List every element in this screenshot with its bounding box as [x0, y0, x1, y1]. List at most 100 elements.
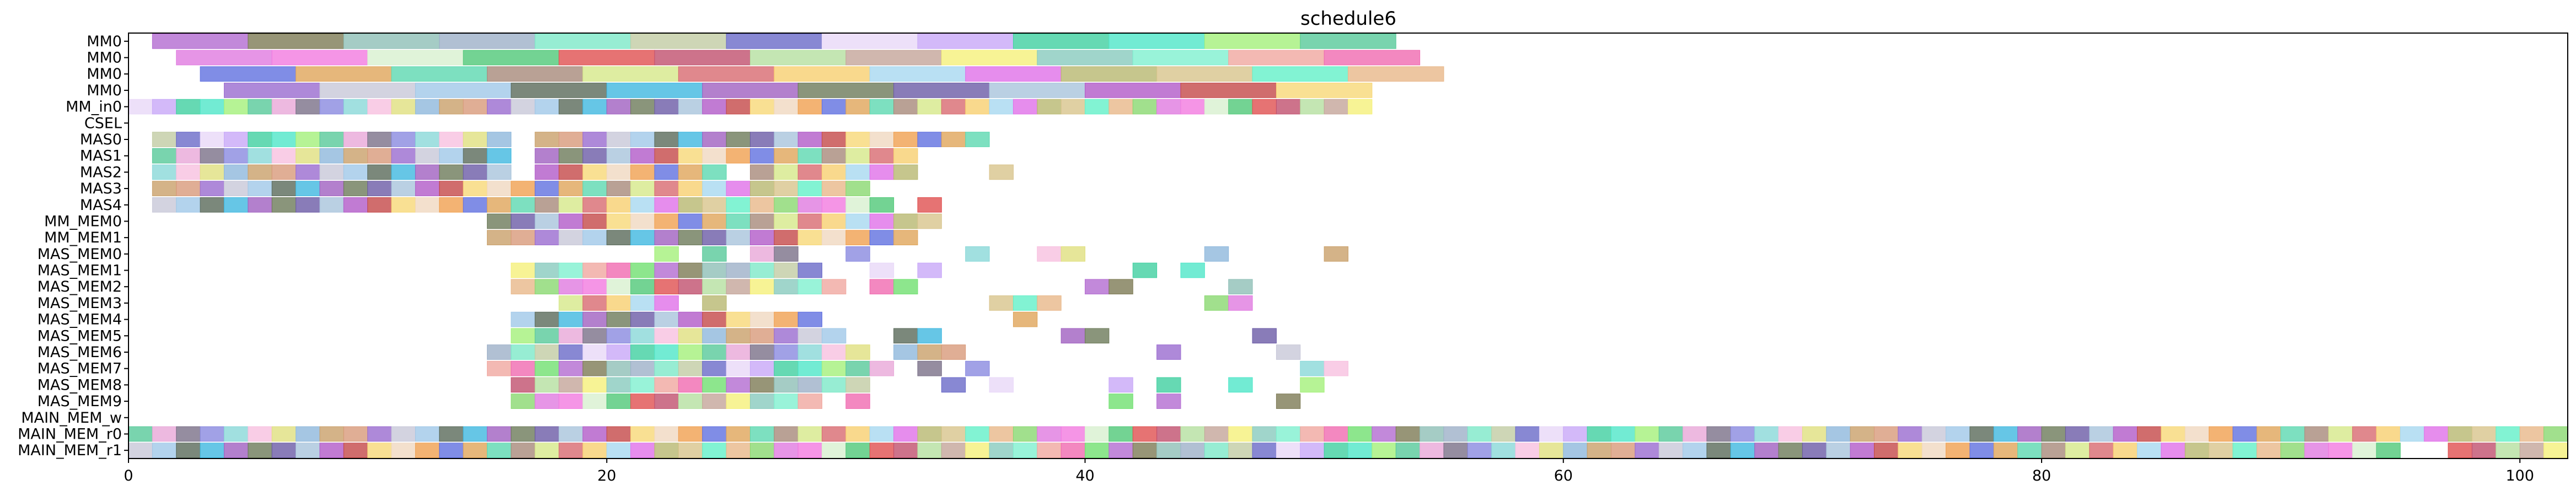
gantt-bar: [463, 50, 560, 66]
gantt-bar: [1563, 443, 1588, 458]
gantt-bar: [1898, 443, 1922, 458]
gantt-bar: [415, 132, 440, 147]
gantt-bar: [176, 148, 201, 164]
y-tick-label: MAS1: [80, 148, 122, 165]
gantt-bar: [726, 99, 751, 115]
gantt-bar: [606, 230, 631, 245]
gantt-bar: [654, 295, 679, 311]
gantt-bar: [559, 181, 583, 196]
gantt-bar: [1300, 360, 1325, 376]
gantt-bar: [1348, 99, 1373, 115]
gantt-bar: [2304, 443, 2329, 458]
gantt-bar: [391, 197, 416, 213]
y-tick-label: MAS2: [80, 164, 122, 181]
gantt-bar: [726, 311, 751, 327]
gantt-bar: [1324, 246, 1348, 262]
gantt-bar: [343, 443, 368, 458]
gantt-bar: [2448, 426, 2473, 442]
gantt-bar: [367, 99, 392, 115]
gantt-bar: [1946, 426, 1970, 442]
x-axis-ticks: 0 20 40 60 80 100: [124, 459, 2534, 484]
gantt-bar: [223, 443, 249, 458]
gantt-bar: [200, 197, 224, 213]
gantt-bar: [319, 426, 344, 442]
gantt-bar: [1395, 426, 1421, 442]
gantt-bar: [391, 181, 416, 196]
gantt-bar: [774, 328, 799, 344]
gantt-bar: [271, 426, 297, 442]
gantt-bar: [1443, 443, 1468, 458]
gantt-bar: [2065, 443, 2090, 458]
gantt-bar: [439, 164, 464, 180]
gantt-bar: [1156, 377, 1181, 393]
gantt-bar: [822, 279, 847, 295]
gantt-bar: [534, 377, 560, 393]
gantt-bar: [630, 311, 655, 327]
gantt-bar: [1706, 426, 1731, 442]
gantt-bar: [749, 443, 775, 458]
gantt-bar: [797, 99, 823, 115]
gantt-bar: [822, 181, 847, 196]
gantt-bar: [559, 262, 583, 278]
gantt-bar: [439, 132, 464, 147]
gantt-bar: [654, 311, 679, 327]
gantt-bar: [606, 328, 631, 344]
y-tick-label: MAS_MEM0: [38, 246, 122, 263]
gantt-bar: [749, 311, 775, 327]
gantt-bar: [726, 197, 751, 213]
gantt-bar: [1778, 426, 1803, 442]
gantt-bar: [1108, 426, 1133, 442]
gantt-bar: [2400, 426, 2425, 442]
gantt-bar: [630, 99, 655, 115]
gantt-bar: [534, 181, 560, 196]
gantt-bar: [702, 426, 727, 442]
gantt-bar: [248, 132, 272, 147]
gantt-bar: [582, 197, 607, 213]
gantt-bar: [702, 377, 727, 393]
gantt-bar: [415, 426, 440, 442]
gantt-bar: [1515, 426, 1540, 442]
gantt-bar: [1108, 99, 1133, 115]
gantt-bar: [678, 443, 703, 458]
gantt-bar: [606, 426, 631, 442]
gantt-bar: [1228, 443, 1253, 458]
gantt-bar: [749, 164, 775, 180]
gantt-bar: [2328, 426, 2353, 442]
gantt-bar: [1420, 426, 1444, 442]
gantt-bar: [678, 99, 703, 115]
gantt-bar: [749, 360, 775, 376]
gantt-bar: [2136, 443, 2162, 458]
gantt-bar: [797, 279, 823, 295]
gantt-bar: [869, 279, 895, 295]
gantt-bar: [559, 132, 583, 147]
gantt-bar: [152, 164, 177, 180]
gantt-bar: [1372, 426, 1396, 442]
gantt-bar: [582, 99, 607, 115]
gantt-bar: [941, 50, 1038, 66]
gantt-bar: [486, 132, 512, 147]
gantt-bar: [797, 148, 823, 164]
gantt-bar: [726, 443, 751, 458]
gantt-bar: [726, 328, 751, 344]
gantt-bar: [534, 99, 560, 115]
gantt-bar: [606, 132, 631, 147]
x-tick-label: 60: [1554, 467, 1573, 484]
gantt-bar: [1228, 279, 1253, 295]
plot-frame: [128, 33, 2568, 459]
gantt-bar: [941, 377, 966, 393]
gantt-bar: [678, 311, 703, 327]
gantt-bar: [1013, 34, 1110, 49]
gantt-bar: [367, 426, 392, 442]
gantt-bar: [511, 360, 535, 376]
gantt-bar: [534, 148, 560, 164]
gantt-bar: [606, 360, 631, 376]
gantt-bar: [486, 426, 512, 442]
gantt-bar: [1204, 295, 1229, 311]
gantt-bar: [678, 344, 703, 360]
gantt-bar: [797, 132, 823, 147]
gantt-bar: [1873, 426, 1899, 442]
gantt-bar: [367, 132, 392, 147]
gantt-bar: [296, 426, 320, 442]
gantt-bar: [2017, 426, 2042, 442]
